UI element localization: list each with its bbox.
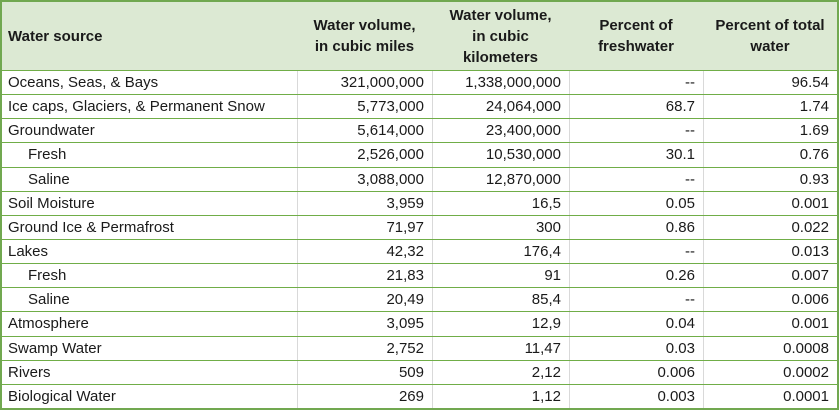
cell-volume-km: 24,064,000 <box>432 95 569 119</box>
cell-percent-freshwater: -- <box>569 167 703 191</box>
cell-volume-miles: 3,095 <box>297 312 432 336</box>
cell-water-source: Ground Ice & Permafrost <box>8 218 174 236</box>
cell-water-source: Groundwater <box>8 122 95 140</box>
table-row: Soil Moisture 3,959 16,5 0.05 0.001 <box>2 191 837 216</box>
cell-volume-miles: 509 <box>297 360 432 384</box>
cell-percent-freshwater: -- <box>569 239 703 264</box>
cell-volume-km: 11,47 <box>432 336 569 360</box>
col-header-percent-total: Percent of total water <box>715 17 825 55</box>
cell-percent-freshwater: 0.003 <box>569 384 703 408</box>
table-row-sub: Saline 20,49 85,4 -- 0.006 <box>2 288 837 313</box>
cell-percent-freshwater: 0.04 <box>569 312 703 336</box>
table-row: Biological Water 269 1,12 0.003 0.0001 <box>2 384 837 408</box>
table-row: Swamp Water 2,752 11,47 0.03 0.0008 <box>2 336 837 361</box>
table-row: Atmosphere 3,095 12,9 0.04 0.001 <box>2 312 837 337</box>
cell-volume-miles: 321,000,000 <box>297 71 432 95</box>
col-header-percent-freshwater: Percent of freshwater <box>598 17 674 55</box>
cell-volume-miles: 269 <box>297 384 432 408</box>
cell-volume-km: 10,530,000 <box>432 143 569 167</box>
table-row: Groundwater 5,614,000 23,400,000 -- 1.69 <box>2 119 837 144</box>
cell-volume-km: 12,9 <box>432 312 569 336</box>
cell-water-source: Fresh <box>28 146 67 164</box>
cell-water-source: Soil Moisture <box>8 194 95 212</box>
cell-water-source: Atmosphere <box>8 315 89 333</box>
cell-percent-freshwater: 0.006 <box>569 360 703 384</box>
cell-volume-km: 85,4 <box>432 288 569 312</box>
cell-volume-miles: 3,959 <box>297 191 432 215</box>
cell-percent-freshwater: -- <box>569 288 703 312</box>
cell-water-source: Swamp Water <box>8 339 102 357</box>
cell-volume-km: 2,12 <box>432 360 569 384</box>
cell-percent-freshwater: 68.7 <box>569 95 703 119</box>
cell-percent-freshwater: 0.26 <box>569 264 703 288</box>
table-row: Oceans, Seas, & Bays 321,000,000 1,338,0… <box>2 71 837 96</box>
cell-volume-km: 176,4 <box>432 239 569 264</box>
cell-percent-freshwater: 0.03 <box>569 336 703 360</box>
cell-water-source: Rivers <box>8 363 51 381</box>
col-header-volume-cubic-km: Water volume, in cubic kilometers <box>449 6 552 66</box>
cell-volume-miles: 2,752 <box>297 336 432 360</box>
cell-volume-km: 300 <box>432 215 569 239</box>
table-row: Ground Ice & Permafrost 71,97 300 0.86 0… <box>2 215 837 240</box>
cell-water-source: Lakes <box>8 243 49 261</box>
cell-volume-miles: 2,526,000 <box>297 143 432 167</box>
cell-volume-km: 12,870,000 <box>432 167 569 191</box>
table-header: Water source Water volume, in cubic mile… <box>2 2 837 71</box>
cell-percent-freshwater: 0.05 <box>569 191 703 215</box>
cell-percent-total: 0.001 <box>703 191 837 215</box>
cell-volume-miles: 20,49 <box>297 288 432 312</box>
cell-water-source: Fresh <box>28 267 67 285</box>
cell-water-source: Saline <box>28 170 70 188</box>
col-header-water-source: Water source <box>8 27 103 45</box>
cell-volume-miles: 5,773,000 <box>297 95 432 119</box>
cell-percent-total: 0.007 <box>703 264 837 288</box>
cell-volume-miles: 42,32 <box>297 239 432 264</box>
cell-percent-freshwater: 0.86 <box>569 215 703 239</box>
cell-percent-total: 0.0001 <box>703 384 837 408</box>
cell-volume-miles: 71,97 <box>297 215 432 239</box>
cell-percent-freshwater: -- <box>569 119 703 143</box>
cell-volume-km: 23,400,000 <box>432 119 569 143</box>
cell-water-source: Ice caps, Glaciers, & Permanent Snow <box>8 98 265 116</box>
cell-percent-total: 0.0008 <box>703 336 837 360</box>
cell-percent-total: 96.54 <box>703 71 837 95</box>
table-row-sub: Fresh 21,83 91 0.26 0.007 <box>2 264 837 289</box>
cell-volume-miles: 21,83 <box>297 264 432 288</box>
cell-volume-km: 16,5 <box>432 191 569 215</box>
cell-water-source: Oceans, Seas, & Bays <box>8 74 159 92</box>
table-row-sub: Fresh 2,526,000 10,530,000 30.1 0.76 <box>2 143 837 168</box>
cell-percent-total: 0.93 <box>703 167 837 191</box>
table-row-sub: Saline 3,088,000 12,870,000 -- 0.93 <box>2 167 837 192</box>
cell-volume-km: 1,338,000,000 <box>432 71 569 95</box>
cell-volume-miles: 3,088,000 <box>297 167 432 191</box>
col-header-volume-cubic-miles: Water volume, in cubic miles <box>313 17 416 55</box>
table-row: Lakes 42,32 176,4 -- 0.013 <box>2 239 837 265</box>
cell-percent-total: 1.74 <box>703 95 837 119</box>
cell-percent-total: 0.76 <box>703 143 837 167</box>
cell-percent-total: 0.006 <box>703 288 837 312</box>
table-row: Ice caps, Glaciers, & Permanent Snow 5,7… <box>2 95 837 120</box>
cell-volume-km: 91 <box>432 264 569 288</box>
cell-percent-total: 0.013 <box>703 239 837 264</box>
cell-water-source: Saline <box>28 291 70 309</box>
cell-volume-km: 1,12 <box>432 384 569 408</box>
table-row: Rivers 509 2,12 0.006 0.0002 <box>2 360 837 385</box>
cell-percent-total: 0.001 <box>703 312 837 336</box>
cell-percent-total: 0.022 <box>703 215 837 239</box>
cell-percent-total: 0.0002 <box>703 360 837 384</box>
cell-water-source: Biological Water <box>8 387 116 405</box>
cell-percent-freshwater: -- <box>569 71 703 95</box>
cell-volume-miles: 5,614,000 <box>297 119 432 143</box>
cell-percent-total: 1.69 <box>703 119 837 143</box>
cell-percent-freshwater: 30.1 <box>569 143 703 167</box>
